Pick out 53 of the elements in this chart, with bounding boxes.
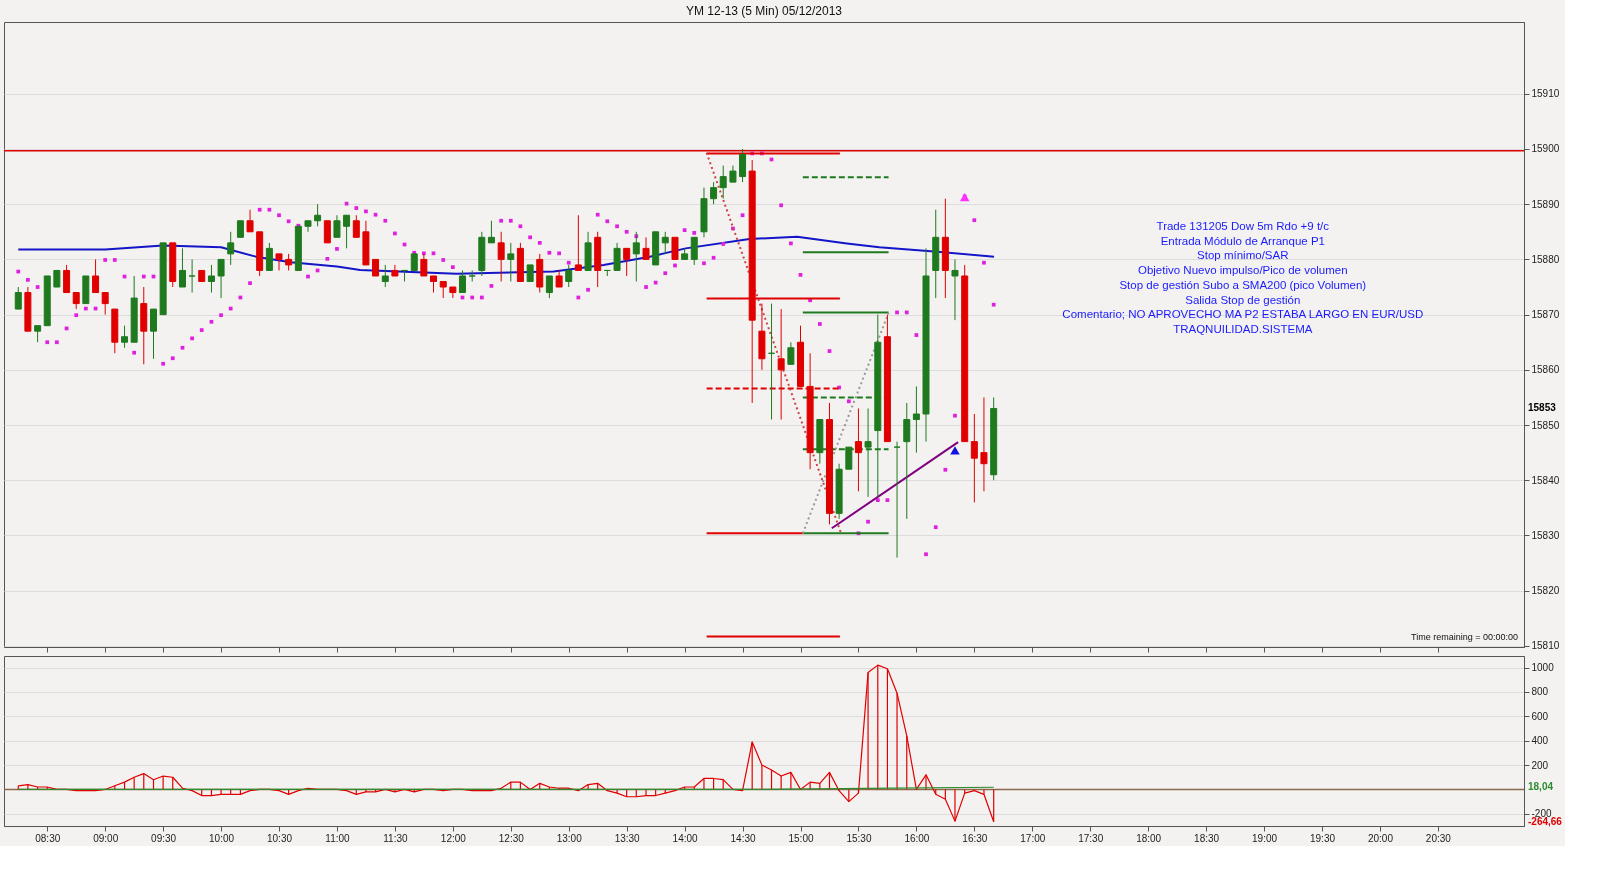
- annotation: TRAQNUILIDAD.SISTEMA: [1173, 322, 1313, 335]
- x-tick-label: 13:00: [556, 832, 583, 844]
- y-tick-label: 15900: [1531, 143, 1560, 155]
- x-tick-label: 09:30: [151, 832, 177, 844]
- annotation: Objetivo Nuevo impulso/Pico de volumen: [1137, 264, 1348, 277]
- annotation: Time remaining = 00:00:00: [1411, 632, 1518, 642]
- x-tick-label: 16:00: [904, 832, 930, 844]
- y-tick-label: 15840: [1531, 474, 1560, 486]
- y-tick-label: 400: [1531, 735, 1549, 747]
- text: 18,04: [1528, 781, 1554, 793]
- chart-title: YM 12-13 (5 Min) 05/12/2013: [685, 4, 843, 18]
- x-tick-label: 20:30: [1425, 832, 1452, 844]
- y-tick-label: 15820: [1531, 585, 1560, 597]
- x-tick-label: 15:00: [788, 832, 814, 844]
- x-tick-label: 11:30: [383, 832, 408, 844]
- y-tick-label: 15860: [1531, 364, 1560, 376]
- y-tick-label: 600: [1531, 710, 1549, 722]
- x-tick-label: 09:00: [93, 832, 119, 844]
- x-tick-label: 14:00: [672, 832, 699, 844]
- annotation: Entrada Módulo de Arranque P1: [1160, 234, 1325, 247]
- x-tick-label: 17:00: [1020, 832, 1046, 844]
- y-tick-label: 800: [1531, 686, 1549, 698]
- x-tick-label: 12:30: [498, 832, 525, 844]
- y-tick-label: 15870: [1531, 309, 1560, 321]
- x-tick-label: 11:00: [325, 832, 351, 844]
- x-tick-label: 15:30: [846, 832, 872, 844]
- annotation: Stop mínimo/SAR: [1197, 249, 1289, 262]
- x-tick-label: 10:30: [267, 832, 293, 844]
- y-tick-label: 15850: [1531, 419, 1560, 431]
- x-tick-label: 13:30: [614, 832, 641, 844]
- x-tick-label: 19:00: [1252, 832, 1278, 844]
- annotation: Stop de gestión Subo a SMA200 (pico Volumen): [1119, 278, 1367, 291]
- x-tick-label: 12:00: [440, 832, 467, 844]
- x-tick-label: 20:00: [1367, 832, 1394, 844]
- x-tick-label: 19:30: [1309, 832, 1336, 844]
- x-tick-label: 10:00: [209, 832, 235, 844]
- y-tick-label: 15910: [1531, 88, 1560, 100]
- y-tick-label: 1000: [1531, 662, 1555, 674]
- x-tick-label: 17:30: [1078, 832, 1104, 844]
- y-tick-label: 15890: [1531, 198, 1560, 210]
- y-tick-label: 200: [1531, 759, 1549, 771]
- x-tick-label: 16:30: [962, 832, 988, 844]
- x-tick-label: 14:30: [730, 832, 757, 844]
- y-tick-label: 15880: [1531, 253, 1560, 265]
- annotation: Trade 131205 Dow 5m Rdo +9 t/c: [1156, 220, 1330, 232]
- y-tick-label: 15810: [1531, 640, 1560, 652]
- x-tick-label: 18:30: [1194, 832, 1220, 844]
- y-tick-label: 15830: [1531, 529, 1560, 541]
- x-tick-label: 08:30: [35, 832, 61, 844]
- x-tick-label: 18:00: [1136, 832, 1162, 844]
- annotation: Salida Stop de gestión: [1185, 293, 1301, 306]
- annotation: Comentario; NO APROVECHO MA P2 ESTABA LARGO EN EUR/USD: [1062, 308, 1424, 321]
- text: 15853: [1528, 402, 1557, 414]
